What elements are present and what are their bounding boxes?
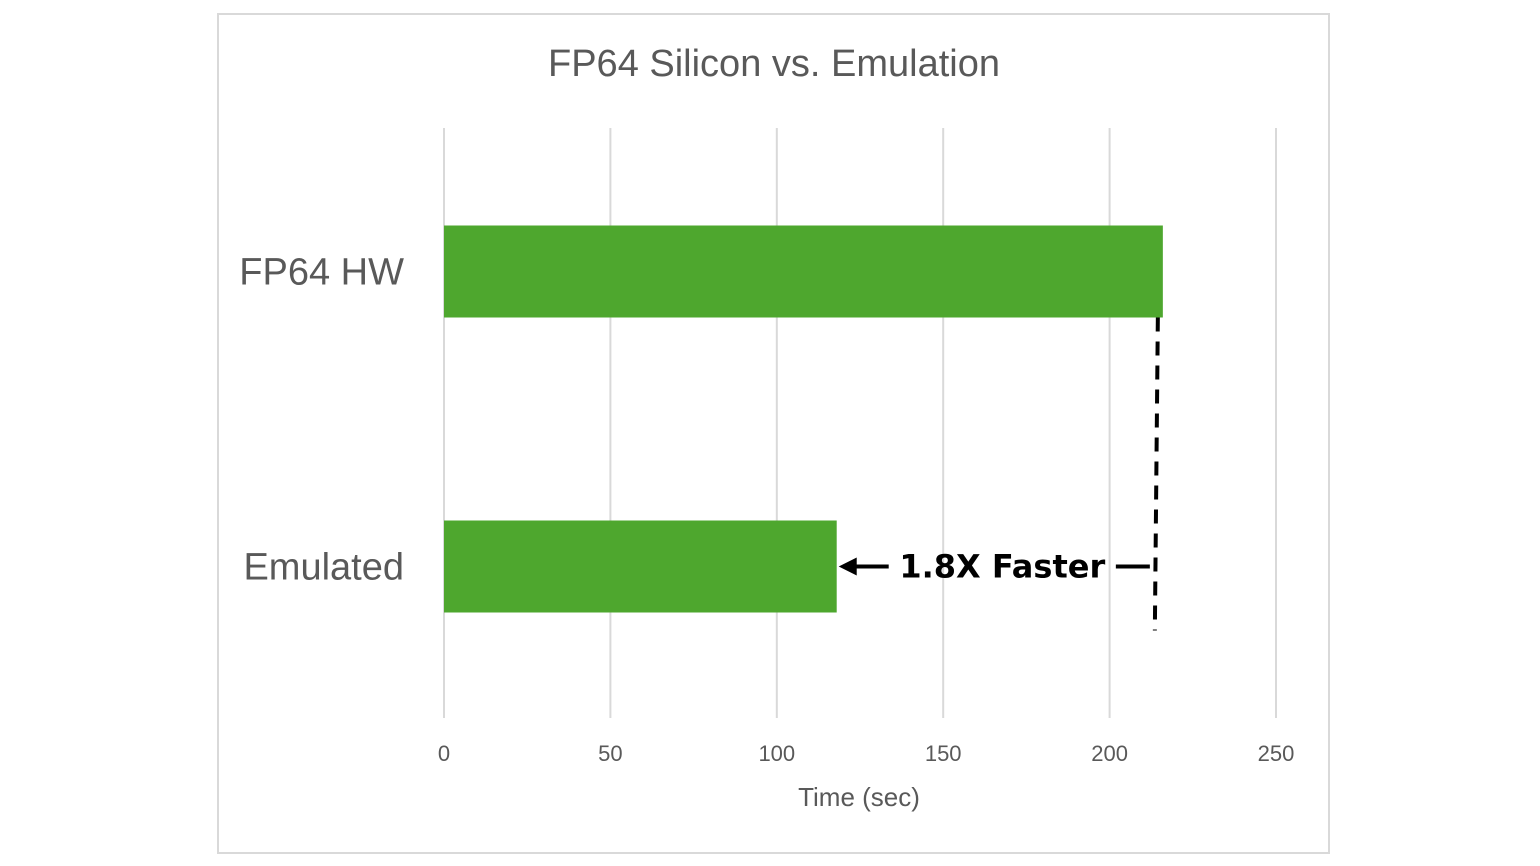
annotation-arrow-head (838, 557, 857, 576)
chart-frame (217, 13, 1330, 854)
annotation-label: 1.8X Faster (899, 548, 1105, 586)
annotation-dashed-line (1152, 317, 1160, 631)
bar (444, 520, 837, 613)
category-label: Emulated (243, 547, 404, 589)
chart-title: FP64 Silicon vs. Emulation (548, 43, 1000, 85)
x-tick-labels: 0 50 100 150 200 250 (438, 741, 1294, 766)
bar (444, 225, 1163, 318)
gridlines (443, 128, 1277, 718)
category-label: FP64 HW (239, 252, 404, 294)
x-tick-label: 0 (438, 741, 450, 766)
x-tick-label: 200 (1091, 741, 1128, 766)
x-tick-label: 250 (1258, 741, 1295, 766)
x-tick-label: 150 (925, 741, 962, 766)
x-axis-title: Time (sec) (798, 782, 920, 812)
category-labels: FP64 HW Emulated (239, 252, 404, 589)
annotation: 1.8X Faster (838, 317, 1160, 631)
x-tick-label: 50 (598, 741, 622, 766)
x-tick-label: 100 (758, 741, 795, 766)
bars (444, 225, 1163, 613)
